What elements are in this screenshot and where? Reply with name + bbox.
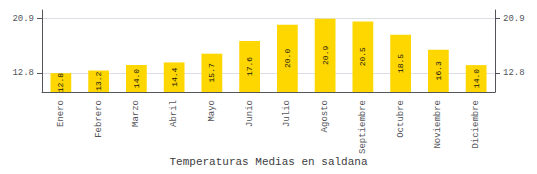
svg-text:12.8: 12.8 [503, 68, 525, 78]
svg-text:13.2: 13.2 [94, 71, 103, 90]
svg-text:17.6: 17.6 [245, 57, 254, 76]
svg-text:Mayo: Mayo [207, 100, 217, 122]
svg-text:14.4: 14.4 [170, 67, 179, 86]
svg-text:Enero: Enero [56, 100, 66, 127]
svg-text:Octubre: Octubre [396, 100, 406, 138]
svg-text:16.3: 16.3 [434, 61, 443, 80]
svg-text:14.0: 14.0 [132, 69, 141, 88]
svg-text:20.5: 20.5 [358, 47, 367, 66]
svg-text:20.9: 20.9 [321, 46, 330, 65]
svg-text:Septiembre: Septiembre [358, 100, 368, 154]
svg-text:Agosto: Agosto [320, 100, 330, 132]
svg-text:20.9: 20.9 [503, 14, 525, 24]
svg-text:Noviembre: Noviembre [433, 100, 443, 149]
svg-text:Temperaturas Medias en saldana: Temperaturas Medias en saldana [169, 156, 367, 168]
svg-text:Abril: Abril [169, 100, 179, 127]
svg-text:12.8: 12.8 [56, 73, 65, 92]
svg-text:Julio: Julio [282, 100, 292, 127]
svg-text:Diciembre: Diciembre [471, 100, 481, 149]
svg-text:14.0: 14.0 [472, 69, 481, 88]
svg-text:12.8: 12.8 [12, 68, 34, 78]
svg-text:20.9: 20.9 [12, 14, 34, 24]
svg-text:18.5: 18.5 [396, 54, 405, 73]
svg-text:Febrero: Febrero [94, 100, 104, 138]
svg-text:Junio: Junio [245, 100, 255, 127]
svg-text:Marzo: Marzo [131, 100, 141, 127]
svg-text:15.7: 15.7 [207, 63, 216, 82]
svg-text:20.0: 20.0 [283, 49, 292, 68]
